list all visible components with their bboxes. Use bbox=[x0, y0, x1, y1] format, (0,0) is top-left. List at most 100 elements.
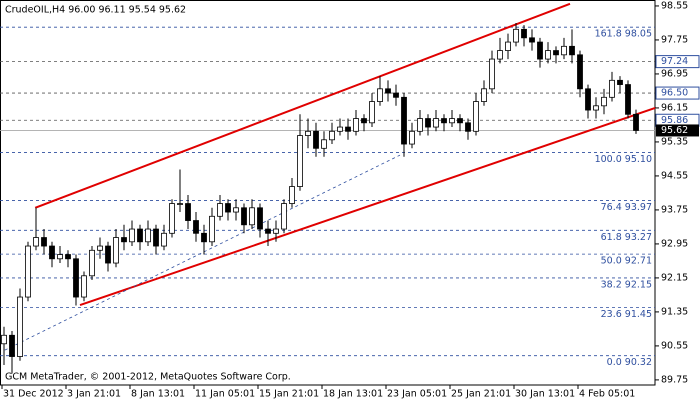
candle-body bbox=[545, 50, 551, 60]
y-tick-label: 96.15 bbox=[661, 102, 688, 113]
candle-body bbox=[161, 232, 167, 247]
candle-body bbox=[481, 88, 487, 102]
candle-body bbox=[273, 228, 279, 234]
candle-body bbox=[465, 122, 471, 132]
candle-body bbox=[193, 220, 199, 234]
chart-title: CrudeOIL,H4 96.00 96.11 95.54 95.62 bbox=[5, 5, 186, 16]
candle-body bbox=[489, 58, 495, 90]
x-tick-label: 30 Jan 13:01 bbox=[515, 389, 575, 400]
candle-body bbox=[105, 245, 111, 264]
candle-body bbox=[593, 105, 599, 111]
candle-body bbox=[553, 50, 559, 56]
candle-body bbox=[521, 28, 527, 39]
last-price-label: 95.62 bbox=[661, 125, 688, 136]
candle-body bbox=[297, 135, 303, 187]
y-tick-label: 90.55 bbox=[661, 340, 688, 351]
x-tick-label: 31 Dec 2012 bbox=[3, 389, 64, 400]
price-label: 97.24 bbox=[661, 56, 688, 67]
y-tick-label: 93.75 bbox=[661, 204, 688, 215]
price-box bbox=[655, 86, 700, 100]
y-tick-label: 92.95 bbox=[661, 238, 688, 249]
fib-label: 23.6 91.45 bbox=[601, 309, 652, 320]
candle-body bbox=[625, 84, 631, 115]
candle-body bbox=[81, 275, 87, 298]
candle-body bbox=[337, 126, 343, 132]
candle-body bbox=[281, 203, 287, 230]
candle-body bbox=[209, 215, 215, 243]
candle-body bbox=[529, 37, 535, 43]
candle-body bbox=[409, 130, 415, 145]
candle-body bbox=[417, 118, 423, 132]
candle-body bbox=[113, 237, 119, 264]
candle-body bbox=[473, 101, 479, 132]
y-tick-label: 98.55 bbox=[661, 0, 688, 11]
candle-body bbox=[137, 228, 143, 243]
candle-body bbox=[9, 334, 15, 357]
candle-body bbox=[97, 245, 103, 251]
y-tick-label: 97.75 bbox=[661, 34, 688, 45]
price-label: 95.86 bbox=[661, 115, 688, 126]
trendline bbox=[34, 2, 571, 209]
fib-label: 0.0 90.32 bbox=[607, 357, 652, 368]
x-tick-label: 25 Jan 21:01 bbox=[451, 389, 511, 400]
candle-body bbox=[433, 118, 439, 128]
candle-body bbox=[49, 245, 55, 260]
candle-body bbox=[369, 101, 375, 124]
candle-body bbox=[57, 254, 63, 260]
candle-body bbox=[601, 96, 607, 107]
chart-layer: 161.8 98.05 100.0 95.10 76.4 93.97 61.8 93.… bbox=[0, 2, 656, 374]
price-box bbox=[655, 55, 700, 69]
candle-body bbox=[121, 237, 127, 243]
candle-body bbox=[249, 207, 255, 226]
y-tick-label: 94.55 bbox=[661, 170, 688, 181]
footer: GCM MetaTrader, © 2001-2012, MetaQuotes … bbox=[5, 372, 291, 383]
candle-body bbox=[513, 28, 519, 43]
candle-body bbox=[313, 130, 319, 149]
candle-body bbox=[537, 41, 543, 60]
y-tick-label: 89.75 bbox=[661, 374, 688, 385]
candle-body bbox=[177, 203, 183, 205]
y-tick-label: 96.95 bbox=[661, 68, 688, 79]
candle-body bbox=[329, 130, 335, 141]
x-tick-label: 23 Jan 05:01 bbox=[387, 389, 447, 400]
fib-label: 50.0 92.71 bbox=[601, 256, 652, 267]
candle-body bbox=[569, 45, 575, 56]
fib-label: 100.0 95.10 bbox=[595, 154, 652, 165]
candle-body bbox=[633, 113, 639, 131]
candle-body bbox=[25, 245, 31, 298]
candle-body bbox=[441, 118, 447, 124]
candle-body bbox=[289, 186, 295, 204]
y-tick-label: 95.35 bbox=[661, 136, 688, 147]
candle-body bbox=[449, 118, 455, 124]
candle-body bbox=[609, 79, 615, 98]
candle-body bbox=[353, 118, 359, 132]
trendline bbox=[4, 154, 401, 351]
x-tick-label: 15 Jan 21:01 bbox=[259, 389, 319, 400]
candle-body bbox=[1, 334, 7, 345]
fib-label: 161.8 98.05 bbox=[595, 29, 652, 40]
fib-label: 38.2 92.15 bbox=[601, 279, 652, 290]
candle-body bbox=[153, 228, 159, 247]
candle-body bbox=[185, 203, 191, 221]
fib-label: 76.4 93.97 bbox=[601, 202, 652, 213]
candle-body bbox=[497, 50, 503, 60]
x-tick-label: 4 Feb 05:01 bbox=[579, 389, 635, 400]
candle-body bbox=[385, 88, 391, 94]
candle-body bbox=[577, 54, 583, 90]
candle-body bbox=[241, 207, 247, 226]
plot-frame bbox=[0, 0, 656, 386]
candle-body bbox=[585, 88, 591, 111]
candle-body bbox=[321, 139, 327, 149]
y-tick-label: 92.15 bbox=[661, 272, 688, 283]
candle-body bbox=[33, 237, 39, 247]
x-tick-label: 8 Jan 13:01 bbox=[131, 389, 185, 400]
last-price-box bbox=[656, 124, 699, 137]
candle-body bbox=[401, 96, 407, 145]
candle-body bbox=[617, 79, 623, 85]
candle-body bbox=[65, 254, 71, 260]
candle-body bbox=[129, 228, 135, 243]
candle-body bbox=[305, 130, 311, 136]
candle-body bbox=[145, 228, 151, 243]
